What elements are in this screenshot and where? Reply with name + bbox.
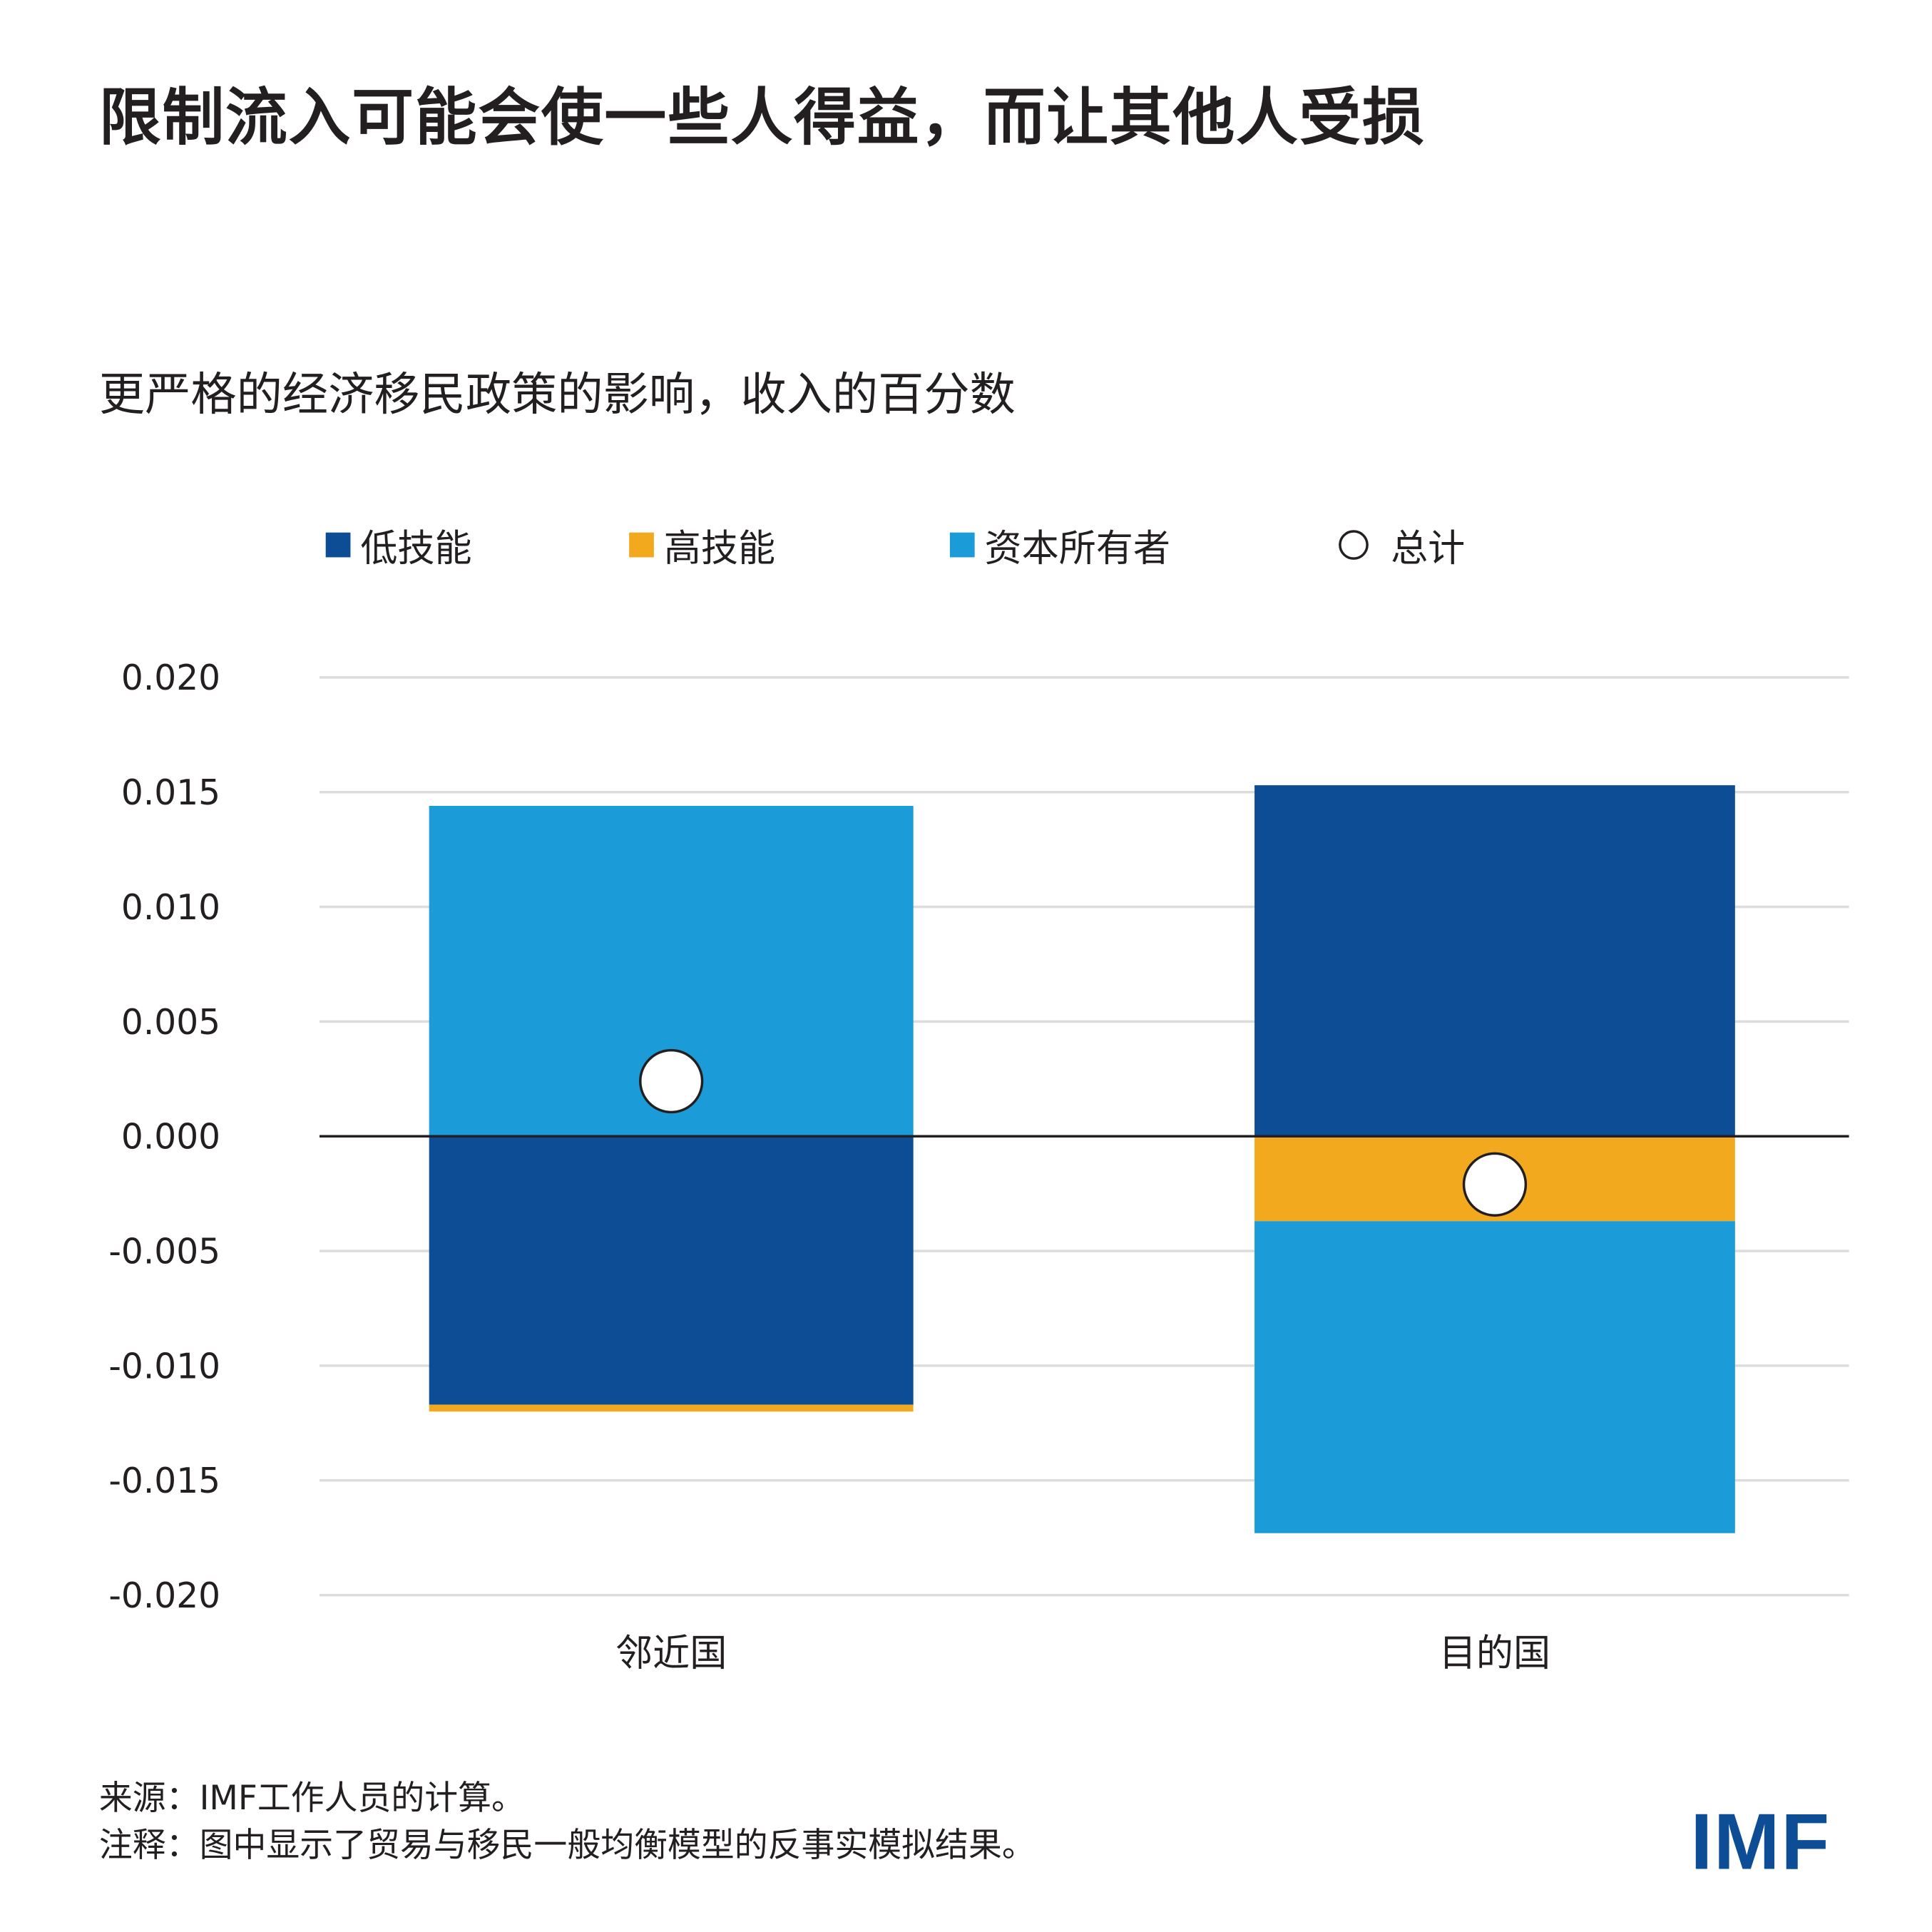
circle-marker-icon <box>1339 530 1369 560</box>
y-tick-label: 0.020 <box>121 658 220 698</box>
bar-segment-low-skill <box>1254 785 1735 1137</box>
legend-item-low-skill: 低技能 <box>325 518 472 572</box>
legend-swatch <box>325 532 351 558</box>
y-tick-label: -0.015 <box>108 1461 220 1501</box>
bar-segment-low-skill <box>429 1136 914 1405</box>
legend-label: 总计 <box>1391 527 1466 571</box>
legend-item-capital-owners: 资本所有者 <box>949 518 1170 572</box>
y-tick-label: -0.020 <box>108 1576 220 1616</box>
y-tick-label: 0.010 <box>121 888 220 928</box>
legend-label: 低技能 <box>360 527 472 571</box>
legend-item-high-skill: 高技能 <box>629 518 775 572</box>
imf-logo: IMF <box>1690 1796 1831 1886</box>
legend-item-total: 总计 <box>1339 518 1465 572</box>
y-tick-label: -0.010 <box>108 1346 220 1386</box>
legend-swatch <box>629 532 654 558</box>
y-tick-label: 0.015 <box>121 773 220 813</box>
x-tick-label: 邻近国 <box>615 1632 727 1675</box>
total-marker <box>1462 1152 1528 1217</box>
source-note: 来源：IMF工作人员的计算。 <box>98 1779 525 1819</box>
chart-title: 更严格的经济移民政策的影响，收入的百分数 <box>98 367 1016 421</box>
y-tick-label: 0.005 <box>121 1003 220 1043</box>
footnote: 注释：图中显示了贸易与移民一般均衡模型的反事实模拟结果。 <box>98 1826 1036 1866</box>
x-tick-label: 目的国 <box>1439 1632 1550 1675</box>
page-title: 限制流入可能会使一些人得益，而让其他人受损 <box>98 81 1426 154</box>
legend-label: 资本所有者 <box>984 527 1170 571</box>
legend-label: 高技能 <box>663 527 776 571</box>
y-tick-label: -0.005 <box>108 1232 220 1272</box>
y-tick-label: 0.000 <box>121 1118 220 1157</box>
legend: 低技能 高技能 资本所有者 总计 <box>0 518 1932 571</box>
bar-segment-capital-owners <box>1254 1221 1735 1533</box>
plot-area: 0.020 0.015 0.010 0.005 0.000 -0.005 -0.010 -0.… <box>108 658 1849 1675</box>
bar-segment-high-skill <box>429 1404 914 1412</box>
legend-swatch <box>949 532 975 558</box>
total-marker <box>639 1048 704 1114</box>
